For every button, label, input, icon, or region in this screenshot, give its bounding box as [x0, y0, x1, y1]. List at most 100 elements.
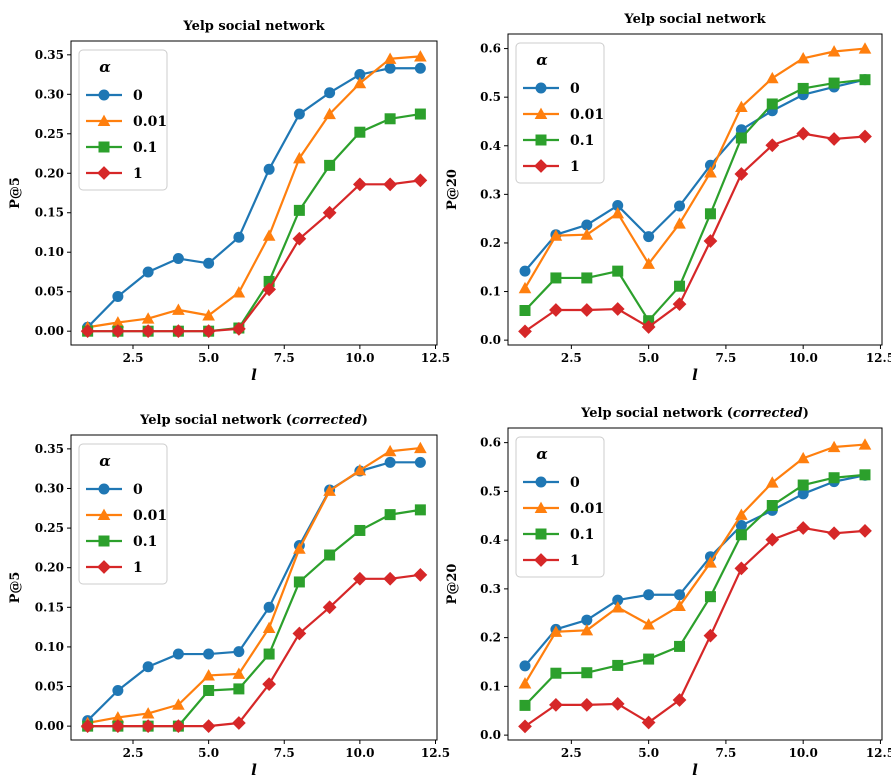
data-point: [611, 206, 625, 219]
y-tick-label: 0.10: [35, 640, 64, 654]
data-point: [704, 556, 717, 568]
y-tick-label: 0.00: [35, 719, 64, 733]
y-tick-label: 0.1: [480, 679, 501, 693]
chart-title-end: ): [803, 406, 809, 421]
data-point: [827, 526, 841, 541]
legend-entry: 1: [86, 560, 143, 576]
y-axis-label: P@5: [8, 572, 23, 604]
data-point: [612, 594, 624, 606]
chart-title-main: Yelp social network (: [139, 413, 292, 428]
chart-title: Yelp social network: [182, 19, 325, 34]
data-point: [643, 653, 655, 665]
y-tick-label: 0.3: [480, 187, 501, 201]
series-0.01: [81, 50, 427, 333]
legend-marker: [98, 535, 110, 547]
x-tick-label: 10.0: [345, 351, 374, 365]
data-point: [323, 107, 336, 120]
data-point: [263, 601, 275, 613]
legend-label: 0: [133, 88, 143, 104]
x-axis-label: l: [251, 366, 257, 384]
y-axis-label: P@20: [445, 564, 460, 605]
data-point: [414, 108, 426, 120]
data-point: [858, 523, 872, 538]
data-point: [641, 320, 656, 334]
legend-entry: 1: [523, 553, 580, 569]
data-point: [293, 151, 306, 164]
plot-frame: [70, 40, 438, 346]
data-point: [141, 312, 155, 324]
chart-title-main: Yelp social network: [623, 12, 766, 27]
data-point: [674, 280, 686, 292]
legend-label: 0: [570, 81, 580, 97]
series-0.01: [81, 441, 427, 729]
legend-entry: 0: [523, 81, 580, 97]
data-point: [642, 618, 655, 630]
data-point: [293, 576, 305, 588]
data-point: [704, 166, 717, 178]
data-point: [580, 623, 594, 636]
chart-title: Yelp social network (corrected): [580, 406, 809, 421]
data-point: [353, 463, 367, 476]
data-point: [172, 698, 185, 710]
y-tick-label: 0.30: [35, 481, 64, 495]
series-0.01: [518, 438, 872, 689]
data-point: [232, 321, 246, 336]
data-point: [859, 74, 871, 86]
x-tick-label: 5.0: [198, 746, 219, 760]
data-point: [765, 532, 780, 547]
data-point: [550, 667, 562, 679]
data-point: [828, 77, 840, 89]
data-point: [765, 476, 779, 488]
y-tick-label: 0.3: [480, 582, 501, 596]
legend-marker: [97, 508, 111, 521]
data-point: [293, 108, 305, 120]
x-tick-label: 12.5: [866, 351, 891, 365]
data-point: [797, 479, 809, 491]
data-point: [262, 229, 276, 241]
series-0: [82, 62, 426, 333]
legend-label: 0: [570, 475, 580, 491]
legend-label: 0.01: [133, 114, 167, 130]
data-point: [579, 698, 594, 712]
data-point: [201, 719, 216, 734]
data-point: [581, 667, 593, 679]
legend-entry: 0.01: [86, 508, 167, 524]
data-point: [233, 646, 245, 658]
data-point: [549, 625, 563, 637]
data-point: [384, 62, 396, 74]
y-tick-label: 0.25: [35, 127, 64, 141]
data-point: [203, 648, 215, 660]
data-point: [202, 669, 215, 681]
data-point: [735, 100, 748, 112]
legend-entry: 0.1: [523, 133, 594, 149]
data-point: [293, 542, 306, 554]
x-tick-label: 10.0: [345, 746, 374, 760]
x-tick-label: 2.5: [561, 746, 582, 760]
data-point: [112, 290, 124, 302]
data-point: [519, 304, 531, 316]
plot-frame: [507, 427, 883, 741]
series-1: [80, 567, 428, 734]
y-tick-label: 0.30: [35, 87, 64, 101]
legend-label: 0.01: [570, 501, 604, 517]
plot-frame: [507, 33, 883, 346]
data-point: [80, 719, 95, 734]
legend-marker: [534, 501, 548, 514]
y-tick-label: 0.2: [480, 631, 501, 645]
data-point: [383, 571, 397, 586]
data-point: [353, 76, 367, 89]
data-point: [642, 257, 655, 269]
data-point: [203, 257, 215, 269]
legend-marker: [534, 159, 548, 173]
x-tick-label: 10.0: [789, 351, 818, 365]
data-point: [518, 281, 532, 294]
data-point: [735, 132, 747, 144]
data-point: [414, 441, 427, 454]
data-point: [263, 275, 275, 287]
legend-entry: 0.01: [523, 107, 604, 123]
legend-title: α: [536, 51, 548, 69]
data-point: [141, 324, 156, 339]
y-tick-label: 0.15: [35, 600, 64, 614]
y-tick-label: 0.20: [35, 166, 64, 180]
